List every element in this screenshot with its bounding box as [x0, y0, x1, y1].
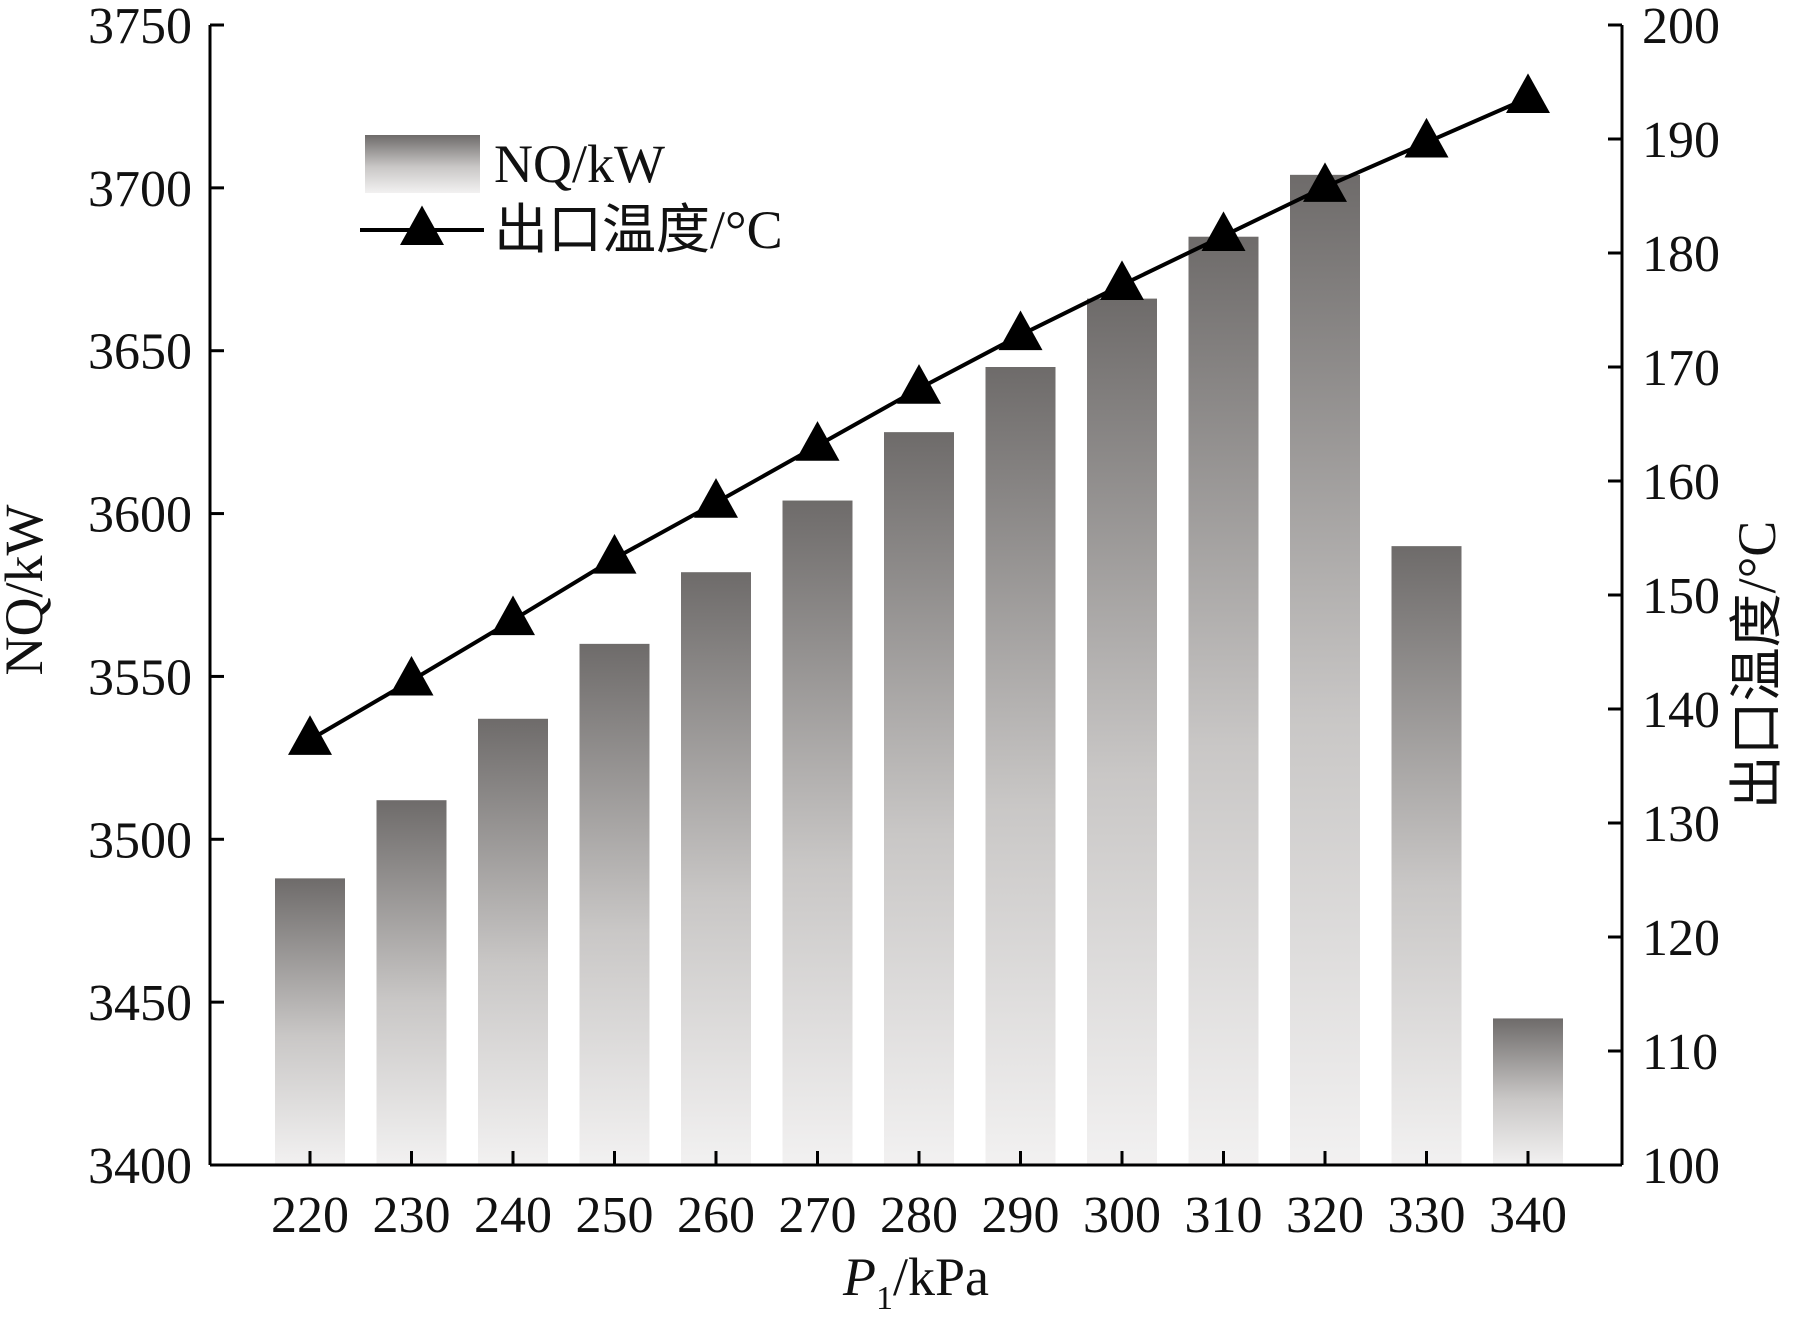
y-right-tick-label: 130: [1642, 796, 1720, 853]
bar: [884, 432, 954, 1166]
x-tick-label: 270: [779, 1187, 857, 1244]
y-left-tick-label: 3650: [88, 324, 192, 381]
x-tick-label: 340: [1489, 1187, 1567, 1244]
line-point: [795, 421, 840, 461]
bar: [681, 572, 751, 1165]
line-point: [1404, 117, 1449, 158]
y-right-axis-title: 出口温度/°C: [1727, 521, 1787, 810]
x-tick-label: 310: [1185, 1187, 1263, 1244]
legend-bar-swatch: [365, 135, 480, 193]
y-right-tick-label: 190: [1642, 112, 1720, 169]
y-right-tick-label: 110: [1642, 1024, 1718, 1081]
bar: [1188, 236, 1259, 1165]
y-right-tick-label: 180: [1642, 226, 1720, 283]
y-right-tick-label: 140: [1642, 682, 1720, 739]
y-left-tick-label: 3450: [88, 975, 192, 1032]
bar: [782, 500, 853, 1165]
y-left-tick-label: 3500: [88, 812, 192, 869]
legend-bar-label: NQ/kW: [494, 134, 665, 194]
y-left-tick-label: 3700: [88, 161, 192, 218]
y-left-axis-title: NQ/kW: [0, 504, 54, 675]
line-point: [694, 478, 738, 518]
x-tick-label: 280: [880, 1187, 958, 1244]
x-tick-label: 230: [373, 1187, 451, 1244]
x-tick-label: 260: [677, 1187, 755, 1244]
y-right-tick-label: 100: [1642, 1138, 1720, 1195]
y-left-tick-label: 3750: [88, 0, 192, 55]
y-right-tick-label: 120: [1642, 910, 1720, 967]
line-point: [998, 310, 1043, 351]
bar: [478, 718, 548, 1165]
x-tick-label: 240: [474, 1187, 552, 1244]
bar: [1493, 1018, 1563, 1165]
line-point: [1303, 162, 1347, 202]
legend-line-label: 出口温度/°C: [494, 200, 783, 260]
x-tick-label: 300: [1083, 1187, 1161, 1244]
line-point: [592, 533, 637, 574]
x-axis-title: P1/kPa: [842, 1247, 989, 1317]
bar: [579, 643, 650, 1165]
line-point: [491, 595, 535, 636]
line-series: [288, 73, 1550, 755]
line-point: [1201, 211, 1246, 251]
bar: [1087, 298, 1157, 1166]
line-point: [288, 715, 332, 755]
x-tick-label: 290: [982, 1187, 1060, 1244]
y-right-tick-label: 150: [1642, 568, 1720, 625]
x-tick-label: 220: [271, 1187, 349, 1244]
y-right-tick-label: 200: [1642, 0, 1720, 55]
bar: [985, 367, 1056, 1165]
line-point: [1506, 73, 1550, 114]
bar: [275, 878, 345, 1165]
line-point: [897, 364, 941, 404]
x-tick-label: 330: [1388, 1187, 1466, 1244]
y-left-tick-label: 3600: [88, 487, 192, 544]
y-right-tick-label: 170: [1642, 340, 1720, 397]
line-point: [1100, 260, 1144, 300]
y-left-tick-label: 3550: [88, 649, 192, 706]
line-point: [389, 655, 434, 696]
x-tick-label: 250: [576, 1187, 654, 1244]
y-left-tick-label: 3400: [88, 1138, 192, 1195]
bar: [1391, 546, 1462, 1165]
bar-series: [275, 174, 1563, 1166]
bar: [1290, 174, 1360, 1166]
bar: [376, 800, 447, 1165]
x-tick-label: 320: [1286, 1187, 1364, 1244]
y-right-tick-label: 160: [1642, 454, 1720, 511]
legend-triangle-icon: [400, 205, 444, 246]
